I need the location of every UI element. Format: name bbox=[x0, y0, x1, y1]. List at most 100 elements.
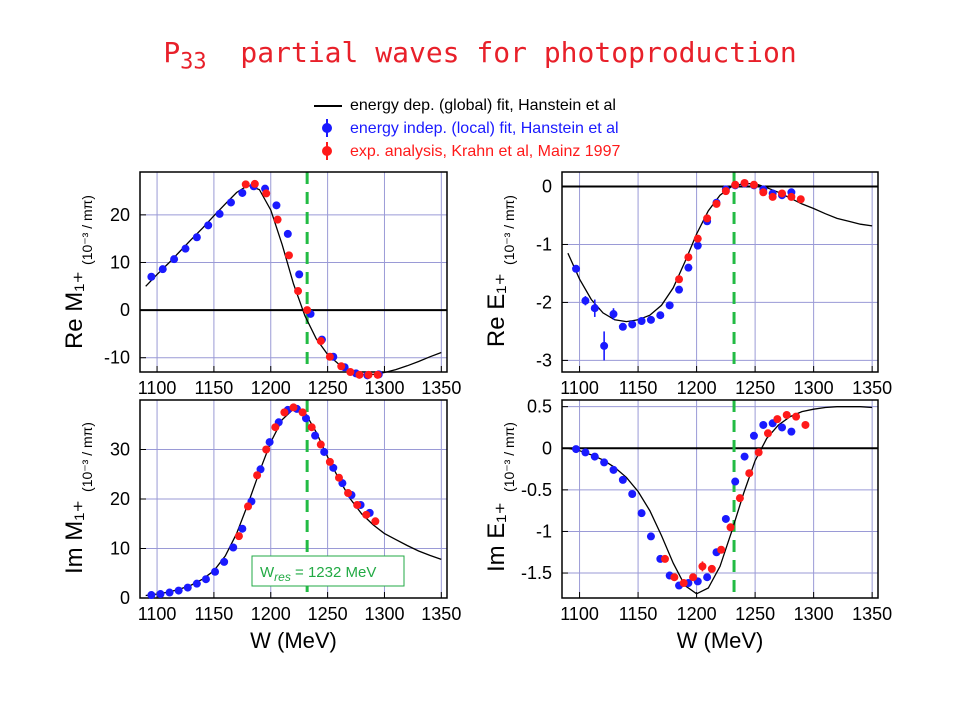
x-tick-label: 1200 bbox=[251, 378, 291, 398]
data-point-local bbox=[740, 452, 749, 461]
data-point-exp bbox=[344, 489, 353, 498]
data-point-local bbox=[311, 431, 320, 440]
data-point-local bbox=[156, 590, 165, 599]
data-point-exp bbox=[670, 573, 679, 582]
x-axis-label: W (MeV) bbox=[250, 628, 337, 653]
data-point-local bbox=[572, 445, 581, 454]
data-point-exp bbox=[759, 188, 768, 197]
data-point-exp bbox=[337, 362, 346, 371]
data-point-exp bbox=[307, 423, 316, 432]
y-axis-label: Re E₁₊ bbox=[483, 273, 510, 347]
data-point-exp bbox=[763, 429, 772, 438]
data-point-local bbox=[590, 452, 599, 461]
plot-frame bbox=[139, 171, 448, 373]
data-point-exp bbox=[679, 579, 688, 588]
data-point-exp bbox=[675, 275, 684, 284]
data-point-exp bbox=[346, 368, 355, 376]
y-axis-label: Im M₁₊ bbox=[61, 500, 88, 574]
x-tick-label: 1350 bbox=[421, 604, 461, 624]
data-point-local bbox=[201, 575, 210, 584]
data-point-exp bbox=[684, 253, 693, 262]
data-point-local bbox=[646, 315, 655, 324]
data-point-local bbox=[600, 458, 609, 467]
data-point-local bbox=[192, 579, 201, 588]
x-tick-label: 1100 bbox=[138, 378, 177, 398]
x-tick-label: 1250 bbox=[735, 604, 775, 624]
y-tick-label: -2 bbox=[536, 292, 552, 312]
panel-4: 1100 1150 1200 1250 1300 1350 -1.5 -1 -0.5 0 0.5 Im… bbox=[483, 397, 892, 653]
data-point-exp bbox=[773, 415, 782, 424]
x-tick-label: 1300 bbox=[364, 604, 404, 624]
data-point-exp bbox=[334, 473, 343, 482]
y-axis-label: Im E₁₊ bbox=[483, 502, 510, 572]
data-point-exp bbox=[768, 192, 777, 201]
x-tick-label: 1100 bbox=[560, 378, 599, 398]
data-point-exp bbox=[284, 251, 293, 260]
x-tick-label: 1300 bbox=[364, 378, 404, 398]
data-point-exp bbox=[796, 195, 805, 204]
data-point-local bbox=[320, 447, 329, 456]
data-point-local bbox=[665, 301, 674, 310]
plot-frame bbox=[561, 171, 879, 373]
x-tick-label: 1150 bbox=[619, 604, 658, 624]
data-point-exp bbox=[289, 403, 298, 412]
data-point-local bbox=[693, 241, 702, 250]
y-tick-label: -1 bbox=[536, 521, 552, 541]
data-point-local bbox=[302, 414, 311, 423]
x-tick-label: 1100 bbox=[560, 604, 599, 624]
y-tick-label: 0.5 bbox=[527, 397, 552, 417]
data-point-exp bbox=[787, 192, 796, 201]
data-point-local bbox=[609, 465, 618, 474]
data-point-exp bbox=[316, 440, 325, 449]
fit-curve bbox=[567, 406, 873, 595]
data-point-exp bbox=[244, 502, 253, 511]
y-axis-unit: (10⁻³ / mπ) bbox=[79, 422, 95, 492]
data-point-local bbox=[749, 431, 758, 440]
y-tick-label: 0 bbox=[542, 438, 552, 458]
y-tick-label: 0 bbox=[120, 300, 130, 320]
y-tick-label: -1.5 bbox=[521, 563, 552, 583]
data-point-local bbox=[170, 255, 179, 264]
data-point-exp bbox=[745, 469, 754, 478]
data-point-local bbox=[628, 320, 637, 329]
data-point-exp bbox=[362, 510, 371, 519]
x-tick-label: 1100 bbox=[138, 604, 177, 624]
panel-3: 1100 1150 1200 1250 1300 1350 0 10 20 30 Im M₁₊ (10… bbox=[61, 399, 461, 653]
data-point-local bbox=[229, 543, 238, 552]
data-point-exp bbox=[717, 545, 726, 554]
x-tick-label: 1350 bbox=[421, 378, 461, 398]
data-point-exp bbox=[303, 306, 312, 315]
y-axis-unit: (10⁻³ / mπ) bbox=[79, 195, 95, 265]
data-point-local bbox=[590, 304, 599, 313]
data-point-local bbox=[656, 311, 665, 320]
data-point-local bbox=[215, 209, 224, 218]
y-tick-label: 0 bbox=[542, 176, 552, 196]
x-tick-label: 1300 bbox=[794, 378, 834, 398]
data-point-exp bbox=[280, 408, 289, 417]
y-axis-unit: (10⁻³ / mπ) bbox=[501, 422, 517, 492]
fit-curve bbox=[145, 184, 442, 376]
data-point-exp bbox=[721, 187, 730, 196]
x-tick-label: 1250 bbox=[308, 604, 348, 624]
legend-blue-dot-icon bbox=[322, 119, 332, 137]
legend: energy dep. (global) fit, Hanstein et al… bbox=[312, 94, 620, 163]
y-tick-label: 20 bbox=[110, 489, 130, 509]
data-point-exp bbox=[364, 370, 373, 379]
data-point-local bbox=[581, 448, 590, 457]
data-point-exp bbox=[262, 189, 271, 198]
y-tick-label: -0.5 bbox=[521, 480, 552, 500]
data-point-local bbox=[675, 285, 684, 294]
plot-frame bbox=[561, 399, 879, 599]
y-axis-unit: (10⁻³ / mπ) bbox=[501, 195, 517, 265]
legend-line-icon bbox=[314, 105, 342, 107]
x-tick-label: 1150 bbox=[195, 604, 234, 624]
data-point-local bbox=[283, 229, 292, 238]
data-point-exp bbox=[271, 423, 280, 432]
data-point-exp bbox=[262, 445, 271, 454]
data-point-local bbox=[165, 588, 174, 597]
data-point-exp bbox=[703, 214, 712, 223]
data-point-exp bbox=[792, 412, 801, 421]
data-point-exp bbox=[373, 370, 382, 379]
data-point-exp bbox=[754, 448, 763, 457]
